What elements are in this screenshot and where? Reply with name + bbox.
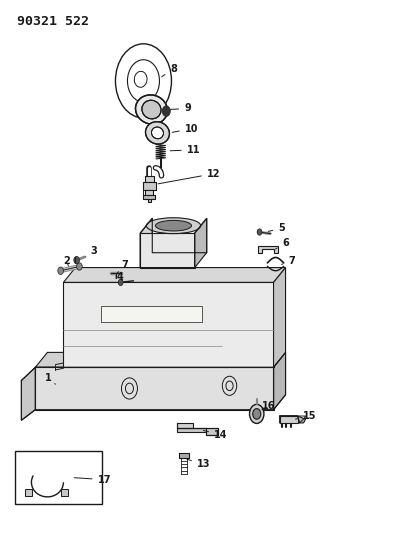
Text: 1: 1 [45,373,56,384]
Polygon shape [274,268,286,367]
Text: 90321 522: 90321 522 [17,14,89,28]
Ellipse shape [146,217,201,233]
Polygon shape [274,352,286,410]
Circle shape [77,263,82,270]
Text: 2: 2 [63,256,70,266]
Text: 14: 14 [204,430,227,440]
Ellipse shape [156,220,191,231]
Text: 8: 8 [162,64,177,77]
Text: 17: 17 [74,475,111,484]
Text: 10: 10 [172,124,198,134]
Polygon shape [143,182,156,190]
Polygon shape [140,233,195,268]
Polygon shape [35,352,286,367]
Polygon shape [21,367,35,420]
Polygon shape [177,428,218,434]
Circle shape [257,229,262,235]
Ellipse shape [152,127,164,139]
Text: 5: 5 [268,223,285,233]
Bar [25,489,32,496]
Polygon shape [179,453,189,458]
Text: 9: 9 [170,103,191,114]
FancyBboxPatch shape [15,451,102,504]
Text: 3: 3 [86,246,98,257]
Polygon shape [63,268,286,282]
Text: 12: 12 [158,169,220,184]
Text: 4: 4 [116,272,123,282]
Polygon shape [297,416,305,423]
Polygon shape [102,306,202,322]
Text: 16: 16 [262,401,276,411]
Polygon shape [177,423,193,428]
Circle shape [74,256,79,264]
Ellipse shape [135,95,168,124]
Text: 13: 13 [187,459,210,469]
Polygon shape [280,416,297,423]
Polygon shape [140,218,152,268]
Text: 6: 6 [276,238,289,249]
Bar [60,489,68,496]
Text: 15: 15 [295,411,316,421]
Circle shape [253,409,261,419]
Polygon shape [35,367,274,410]
Ellipse shape [145,122,169,144]
Polygon shape [145,190,154,195]
Text: 11: 11 [170,145,200,155]
Ellipse shape [142,100,161,119]
Polygon shape [63,282,274,367]
Polygon shape [258,246,278,253]
Polygon shape [145,176,154,182]
Polygon shape [143,195,156,202]
Circle shape [249,405,264,423]
Text: 7: 7 [117,260,128,273]
Text: 7: 7 [282,256,295,266]
Circle shape [162,106,170,116]
Polygon shape [195,218,207,268]
Circle shape [58,267,63,274]
Circle shape [118,279,123,286]
